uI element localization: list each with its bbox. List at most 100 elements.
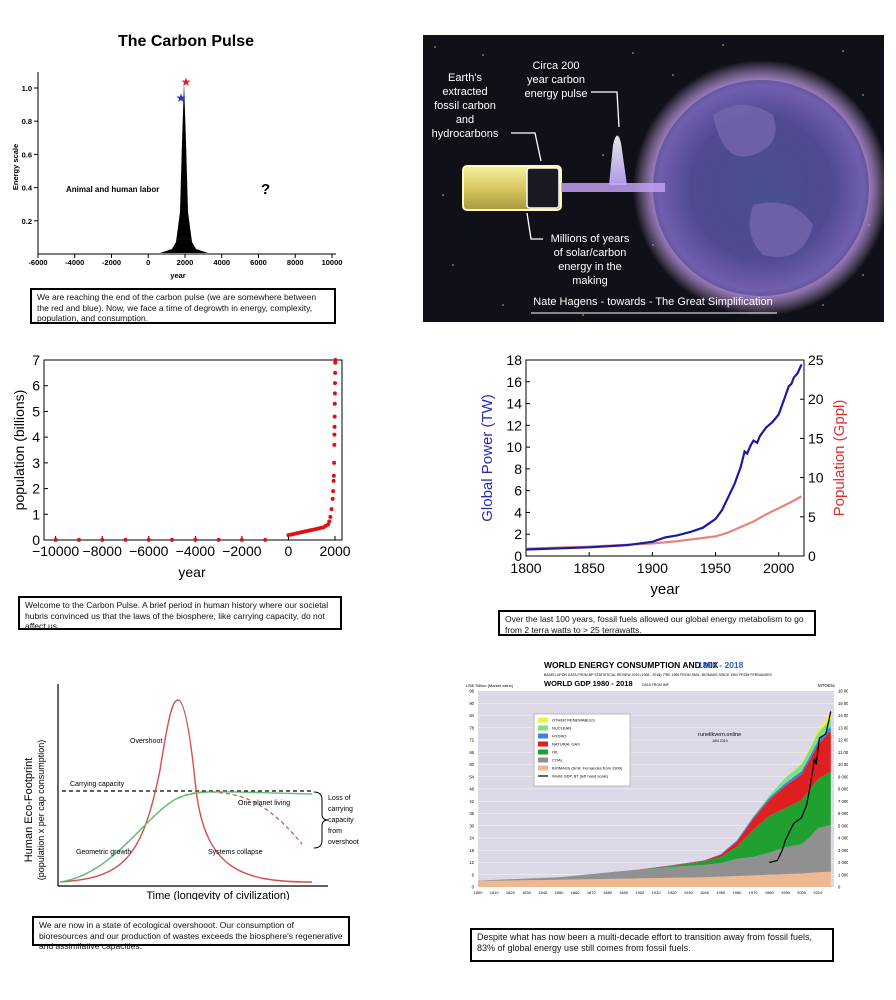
fossil-label-4: and bbox=[456, 114, 474, 126]
x-tick-label: 1970 bbox=[749, 890, 759, 895]
power-caption: Over the last 100 years, fossil fuels al… bbox=[498, 610, 816, 636]
year-label: year bbox=[170, 271, 186, 280]
legend-label: OTHER RENEWABLES bbox=[552, 718, 595, 723]
x-tick-label: 8000 bbox=[287, 258, 304, 267]
energy-pulse-spike bbox=[609, 135, 627, 185]
y-tick-label: 0.6 bbox=[22, 150, 32, 159]
legend-label: BIOMASS (Smil. Fernandes from 1900) bbox=[552, 766, 623, 771]
watermark: runelikvern.online bbox=[698, 732, 741, 738]
red-star-icon: ★ bbox=[181, 75, 192, 89]
global-power-panel: Global Power (TW) Population (Gppl) year… bbox=[472, 340, 876, 638]
battery-empty-part bbox=[526, 167, 560, 209]
star-dot bbox=[632, 52, 634, 54]
hagens-credit: Nate Hagens - towards - The Great Simpli… bbox=[533, 296, 772, 308]
fossil-label-2: extracted bbox=[442, 86, 487, 98]
y-tick-label: 0.4 bbox=[22, 184, 33, 193]
y-left-tick-label: 6 bbox=[514, 483, 522, 499]
population-point bbox=[216, 537, 221, 542]
loss-label-2: carrying bbox=[328, 806, 353, 813]
population-point bbox=[76, 537, 81, 542]
population-point bbox=[332, 401, 337, 406]
legend-swatch bbox=[538, 749, 548, 755]
y-right-tick-label: 10 bbox=[808, 470, 824, 486]
star-dot bbox=[502, 304, 504, 306]
x-tick-label: 1930 bbox=[684, 890, 694, 895]
x-tick-label: 1910 bbox=[652, 890, 662, 895]
x-tick-label: 1900 bbox=[637, 560, 668, 576]
overshoot-caption: We are now in a state of ecological over… bbox=[32, 916, 350, 951]
y-tick-label: 2 bbox=[32, 481, 40, 497]
loss-label-1: Loss of bbox=[328, 795, 351, 802]
fossil-label-5: hydrocarbons bbox=[432, 128, 499, 140]
star-dot bbox=[822, 304, 824, 306]
population-point bbox=[332, 414, 337, 419]
gdp-line bbox=[769, 711, 832, 864]
population-point bbox=[332, 442, 337, 447]
y-tick-label: 7 bbox=[32, 352, 40, 368]
left-tick-label: 78 bbox=[469, 725, 474, 730]
x-tick-label: −8000 bbox=[83, 543, 123, 559]
x-tick-label: 1890 bbox=[619, 890, 629, 895]
right-tick-label: 0 bbox=[838, 885, 841, 890]
loss-label-3: capacity bbox=[328, 817, 354, 824]
x-tick-label: 1950 bbox=[716, 890, 726, 895]
hagens-illustration: Earth's extracted fossil carbon and hydr… bbox=[432, 44, 889, 316]
x-tick-label: 1940 bbox=[700, 890, 710, 895]
left-tick-label: 54 bbox=[469, 774, 474, 779]
x-tick-label: −2000 bbox=[222, 543, 262, 559]
one-planet-label: One planet living bbox=[238, 800, 290, 807]
population-point bbox=[332, 432, 337, 437]
right-tick-label: 15 000 bbox=[838, 701, 848, 706]
y-left-tick-label: 16 bbox=[506, 374, 522, 390]
y-tick-label: 4 bbox=[32, 429, 40, 445]
x-tick-label: 1850 bbox=[574, 560, 605, 576]
y-left-tick-label: 4 bbox=[514, 504, 522, 520]
gdp-source: DATA FROM IMF bbox=[642, 683, 669, 687]
pulse-label-1: Circa 200 bbox=[532, 60, 579, 72]
eco-footprint-label: Human Eco-Footprint bbox=[23, 758, 35, 863]
legend-label: HYDRO bbox=[552, 734, 566, 739]
energy-mix-chart: WORLD ENERGY CONSUMPTION AND MIX 1800 - … bbox=[466, 660, 851, 895]
blue-star-icon: ★ bbox=[176, 91, 187, 105]
millions-label-3: energy in the bbox=[558, 261, 622, 273]
y-left-tick-label: 0 bbox=[514, 548, 522, 564]
y-tick-label: 0.2 bbox=[22, 217, 32, 226]
population-point bbox=[331, 473, 336, 478]
left-tick-label: 66 bbox=[469, 750, 474, 755]
legend-swatch bbox=[538, 733, 548, 739]
millions-label-4: making bbox=[572, 275, 607, 287]
eco-footprint-sub: (population x per cap consumption) bbox=[36, 740, 46, 881]
right-tick-label: 6 000 bbox=[838, 811, 848, 816]
population-point bbox=[239, 537, 244, 542]
left-tick-label: 0 bbox=[472, 885, 475, 890]
left-tick-label: 96 bbox=[469, 689, 474, 694]
population-point bbox=[330, 496, 335, 501]
star-dot bbox=[842, 50, 844, 52]
pulse-label-2: year carbon bbox=[527, 74, 585, 86]
y-tick-label: 1 bbox=[32, 506, 40, 522]
population-point bbox=[193, 537, 198, 542]
x-tick-label: 1810 bbox=[490, 890, 500, 895]
legend-swatch bbox=[538, 757, 548, 763]
y-left-tick-label: 2 bbox=[514, 526, 522, 542]
legend-swatch bbox=[538, 741, 548, 747]
energy-pipe bbox=[561, 183, 665, 192]
x-tick-label: 1950 bbox=[700, 560, 731, 576]
x-tick-label: 1920 bbox=[668, 890, 678, 895]
population-point bbox=[333, 370, 338, 375]
star-dot bbox=[452, 264, 454, 266]
left-tick-label: 42 bbox=[469, 799, 474, 804]
x-tick-label: 1830 bbox=[522, 890, 532, 895]
continent-shape-2 bbox=[749, 202, 813, 257]
star-dot bbox=[482, 54, 484, 56]
population-plot-frame bbox=[43, 359, 343, 541]
star-dot bbox=[442, 194, 444, 196]
x-tick-label: −4000 bbox=[176, 543, 216, 559]
question-mark: ? bbox=[261, 181, 270, 198]
overshoot-panel: Human Eco-Footprint (population x per ca… bbox=[12, 660, 362, 960]
right-tick-label: 7 000 bbox=[838, 799, 848, 804]
x-tick-label: 0 bbox=[146, 258, 150, 267]
y-tick-label: 5 bbox=[32, 403, 40, 419]
geometric-label: Geometric growth bbox=[76, 849, 131, 856]
right-tick-label: 11 000 bbox=[838, 750, 848, 755]
